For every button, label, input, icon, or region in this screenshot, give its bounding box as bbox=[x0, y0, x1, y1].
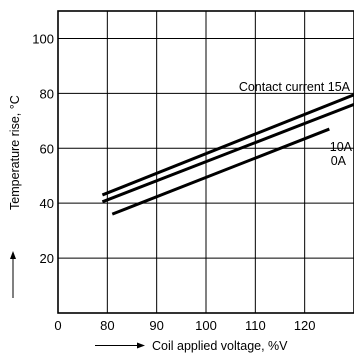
y-axis-label: Temperature rise, °C bbox=[8, 95, 22, 210]
y-axis-arrowhead bbox=[10, 251, 16, 259]
series-lines bbox=[101, 93, 354, 216]
x-tick-label: 110 bbox=[245, 318, 266, 333]
y-tick-label: 80 bbox=[40, 86, 54, 101]
plot-frame bbox=[57, 10, 354, 314]
x-tick-label: 0 bbox=[54, 318, 61, 333]
x-axis-arrowhead bbox=[137, 342, 145, 349]
x-axis-label: Coil applied voltage, %V bbox=[152, 339, 288, 353]
y-tick-label: 100 bbox=[32, 31, 54, 46]
x-tick-label: 90 bbox=[149, 318, 163, 333]
x-tick-label: 120 bbox=[294, 318, 316, 333]
y-tick-label: 20 bbox=[40, 251, 54, 266]
series-label: 10A bbox=[330, 140, 353, 154]
x-tick-label: 100 bbox=[195, 318, 217, 333]
series-line bbox=[101, 102, 354, 204]
series-label: 0A bbox=[331, 154, 347, 168]
y-tick-label: 40 bbox=[40, 196, 54, 211]
series-label: Contact current 15A bbox=[239, 80, 351, 94]
tick-labels: 0 80 90 100 110 120 20 40 60 80 100 bbox=[32, 31, 315, 333]
grid-lines bbox=[58, 11, 354, 313]
y-tick-label: 60 bbox=[40, 141, 54, 156]
x-tick-label: 80 bbox=[100, 318, 114, 333]
series-line bbox=[101, 93, 354, 197]
series-line bbox=[111, 127, 330, 216]
